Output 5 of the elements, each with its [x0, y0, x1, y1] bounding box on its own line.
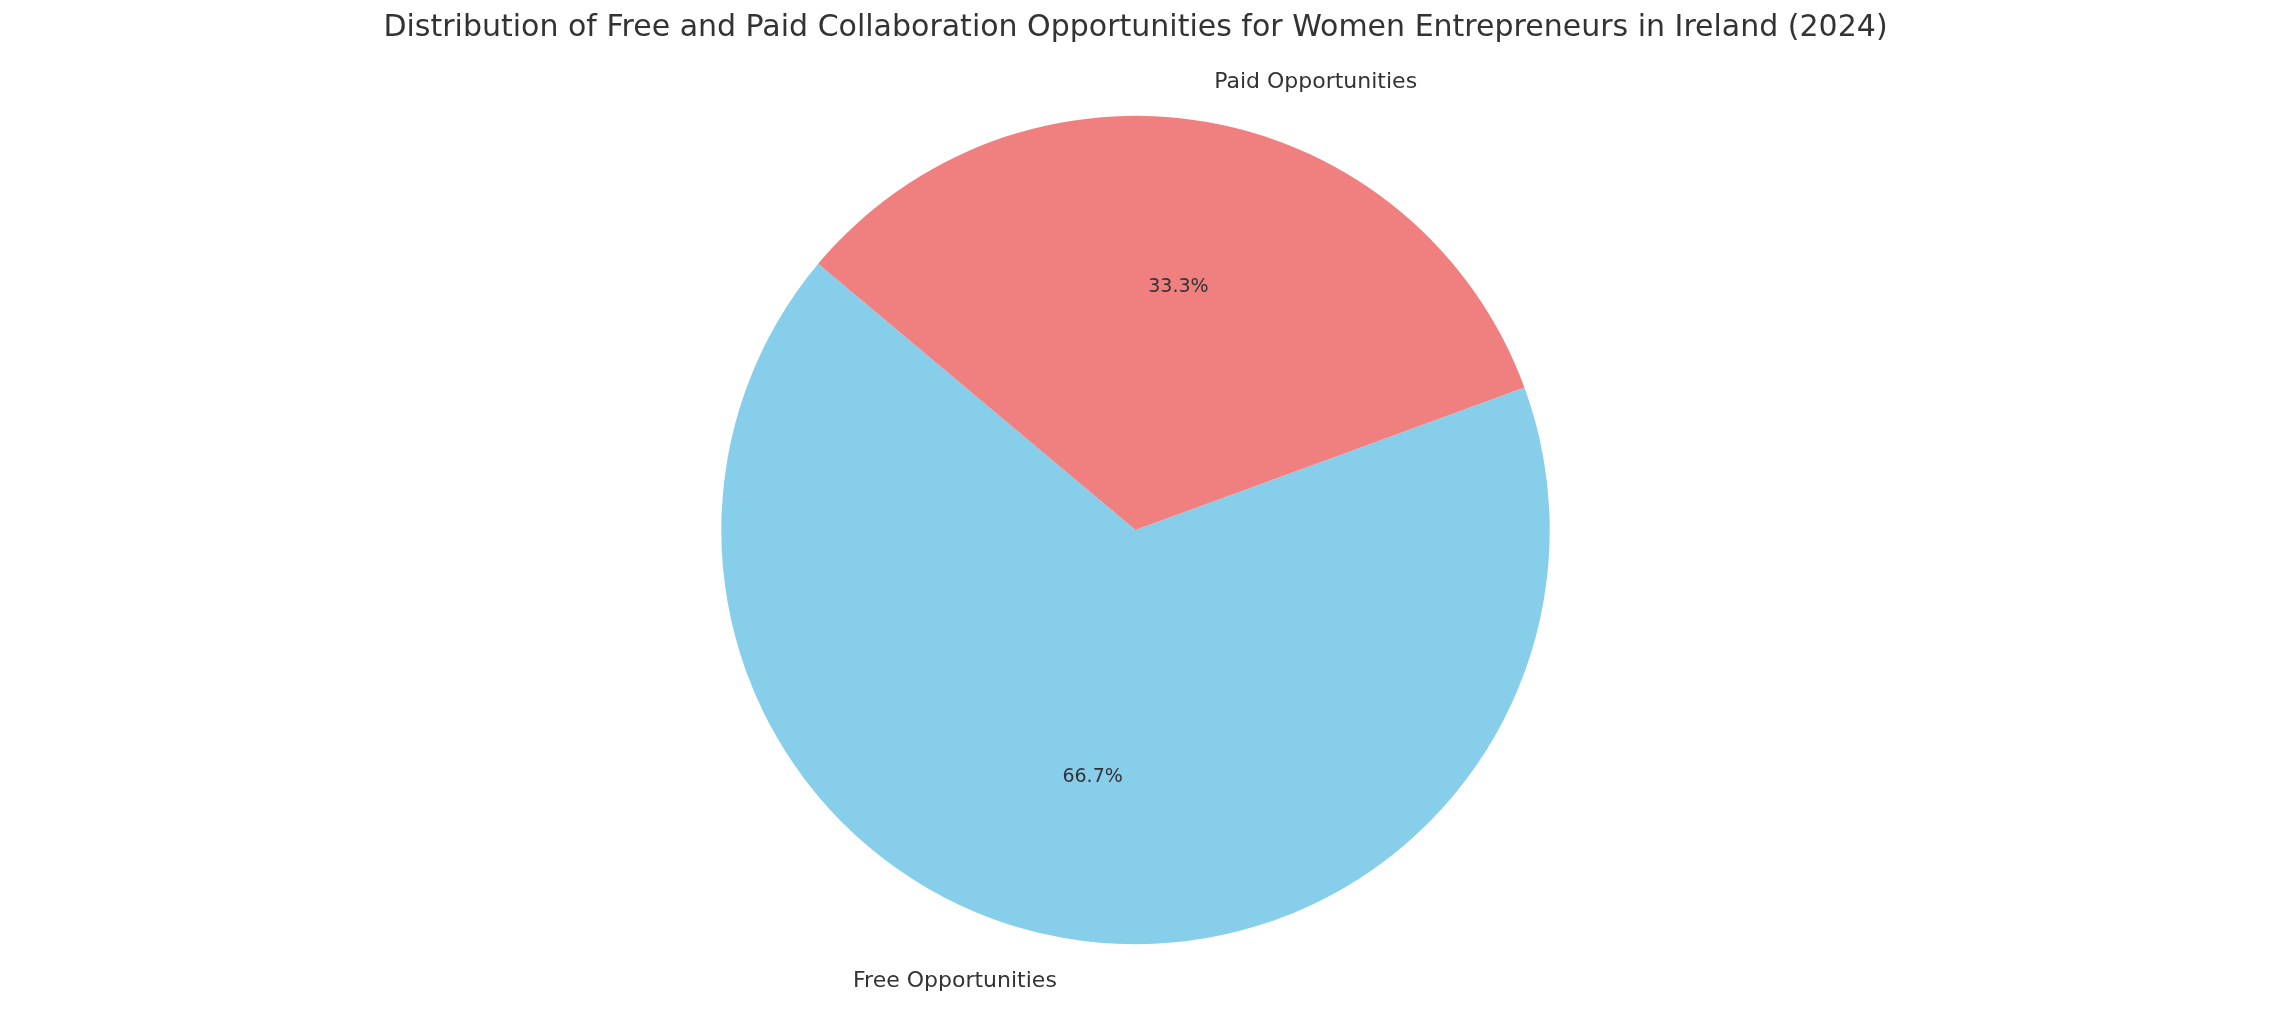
slice-label: Paid Opportunities [1214, 67, 1418, 93]
slice-label: Free Opportunities [853, 967, 1057, 993]
data-label: 33.3% [1148, 273, 1209, 296]
data-label: 66.7% [1062, 764, 1123, 787]
chart-title: Distribution of Free and Paid Collaboration Opportunities for Women Entrepreneurs in Ireland (2024) [383, 7, 1888, 43]
